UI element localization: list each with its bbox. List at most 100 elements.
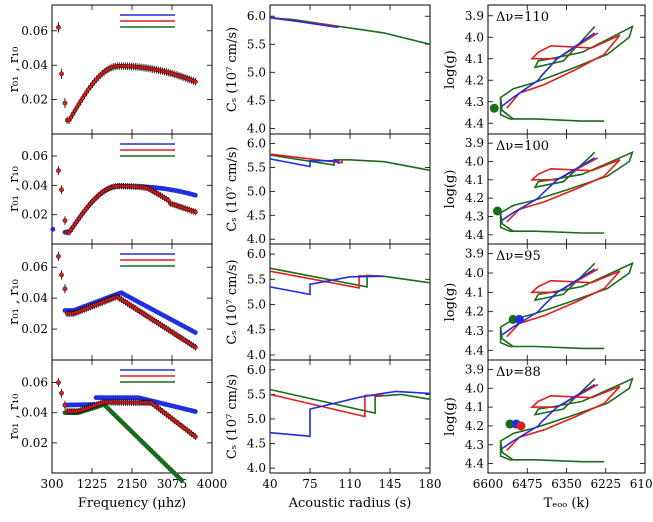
- y-tick-label: 4.5: [247, 437, 266, 451]
- x-tick-label: 75: [302, 477, 317, 491]
- y-tick-label: 3.9: [465, 247, 484, 261]
- panel-frame: [269, 133, 431, 245]
- cs-line-blue: [269, 275, 385, 296]
- y-tick-label: 4.4: [465, 228, 484, 242]
- y-axis-label: r₀₁ , r₁₀: [7, 166, 22, 212]
- track-line-blue: [501, 32, 596, 107]
- panel-frame: [269, 243, 431, 361]
- track-line-blue: [501, 268, 596, 336]
- x-tick-label: 180: [419, 477, 442, 491]
- y-tick-label: 4.3: [465, 324, 484, 338]
- model-marker-green: [492, 206, 502, 216]
- delta-nu-label: Δν=95: [496, 249, 541, 264]
- blue-point: [50, 226, 56, 232]
- y-tick-label: 4.0: [465, 30, 484, 44]
- y-tick-label: 4.1: [465, 52, 484, 66]
- track-line-green: [499, 97, 605, 122]
- track-line-red: [506, 157, 621, 223]
- model-marker-green: [505, 419, 515, 429]
- left-panel-row-3: 0.02 0.04 0.06 r₀₁ , r₁₀: [7, 243, 213, 361]
- x-axis-label: Frequency (μhz): [78, 496, 186, 511]
- right-panel-row-1: 3.9 4.0 4.1 4.2 4.3 4.4 log(g) Δν=110: [443, 4, 646, 135]
- red-point: [62, 218, 68, 223]
- track-line-red: [506, 268, 621, 338]
- middle-panel-row-2: 4.0 4.5 5.0 5.5 6.0 Cₛ (10⁷ cm/s): [225, 133, 431, 246]
- y-axis-label: Cₛ (10⁷ cm/s): [225, 259, 240, 344]
- y-tick-label: 0.02: [21, 436, 48, 450]
- red-point: [193, 209, 198, 215]
- panel-frame: [269, 4, 431, 135]
- y-tick-label: 0.06: [21, 24, 48, 38]
- y-tick-label: 4.4: [465, 116, 484, 130]
- y-tick-label: 0.02: [21, 322, 48, 336]
- right-panel-row-2: 3.9 4.0 4.1 4.2 4.3 4.4 log(g) Δν=100: [443, 133, 646, 245]
- y-axis-label: Cₛ (10⁷ cm/s): [225, 374, 240, 459]
- y-tick-label: 4.1: [465, 400, 484, 414]
- panel-frame: [269, 359, 431, 474]
- red-point: [62, 100, 68, 106]
- x-tick-label: 300: [41, 477, 64, 491]
- y-axis-label: r₀₁ , r₁₀: [7, 47, 22, 93]
- red-point: [62, 402, 68, 408]
- y-tick-label: 6.0: [247, 363, 266, 377]
- x-tick-label: 2150: [117, 477, 148, 491]
- green-point: [179, 477, 185, 483]
- y-tick-label: 4.0: [247, 348, 266, 362]
- red-point: [62, 286, 68, 292]
- y-axis-label: Cₛ (10⁷ cm/s): [225, 27, 240, 112]
- x-tick-label: 6225: [590, 477, 621, 491]
- left-panel-row-2: 0.02 0.04 0.06 r₀₁ , r₁₀: [7, 133, 213, 245]
- y-tick-label: 0.06: [21, 376, 48, 390]
- y-tick-label: 4.2: [465, 305, 484, 319]
- y-tick-label: 4.3: [465, 210, 484, 224]
- y-tick-label: 3.9: [465, 136, 484, 150]
- y-tick-label: 4.1: [465, 173, 484, 187]
- y-tick-label: 3.9: [465, 362, 484, 376]
- track-line-blue: [501, 383, 596, 450]
- y-tick-label: 5.0: [247, 65, 266, 79]
- cs-line-blue: [269, 390, 431, 438]
- y-tick-label: 0.04: [21, 406, 48, 420]
- y-tick-label: 4.3: [465, 95, 484, 109]
- red-point: [193, 345, 198, 350]
- x-tick-label: 145: [379, 477, 402, 491]
- red-point: [56, 168, 61, 174]
- y-tick-label: 0.04: [21, 58, 48, 72]
- y-tick-label: 4.2: [465, 191, 484, 205]
- y-tick-label: 4.5: [247, 323, 266, 337]
- track-line-green: [499, 212, 605, 234]
- y-tick-label: 0.04: [21, 178, 48, 192]
- y-tick-label: 5.0: [247, 412, 266, 426]
- y-tick-label: 4.1: [465, 285, 484, 299]
- y-tick-label: 5.0: [247, 184, 266, 198]
- x-tick-label: 6600: [473, 477, 504, 491]
- y-tick-label: 4.2: [465, 73, 484, 87]
- x-axis-label: Tₑₒₒ (k): [544, 496, 590, 511]
- y-tick-label: 4.4: [465, 343, 484, 357]
- y-axis-label: log(g): [443, 50, 458, 89]
- y-tick-label: 0.06: [21, 260, 48, 274]
- cs-line-blue: [269, 158, 340, 168]
- blue-point: [192, 330, 198, 335]
- y-tick-label: 6.0: [247, 137, 266, 151]
- y-tick-label: 4.0: [247, 461, 266, 475]
- y-tick-label: 4.0: [247, 121, 266, 135]
- y-axis-label: log(g): [443, 397, 458, 436]
- panel-frame: [51, 4, 213, 135]
- y-tick-label: 5.5: [247, 37, 266, 51]
- y-tick-label: 4.0: [465, 155, 484, 169]
- y-axis-label: log(g): [443, 283, 458, 322]
- y-tick-label: 3.9: [465, 9, 484, 23]
- track-line-blue: [501, 157, 596, 221]
- cs-line-blue: [269, 16, 339, 29]
- delta-nu-label: Δν=100: [496, 139, 549, 154]
- track-line-green: [499, 441, 605, 463]
- track-line-green: [499, 24, 634, 120]
- y-tick-label: 4.0: [465, 266, 484, 280]
- y-axis-label: r₀₁ , r₁₀: [7, 394, 22, 440]
- y-tick-label: 6.0: [247, 247, 266, 261]
- red-point: [59, 71, 64, 77]
- y-tick-label: 4.5: [247, 93, 266, 107]
